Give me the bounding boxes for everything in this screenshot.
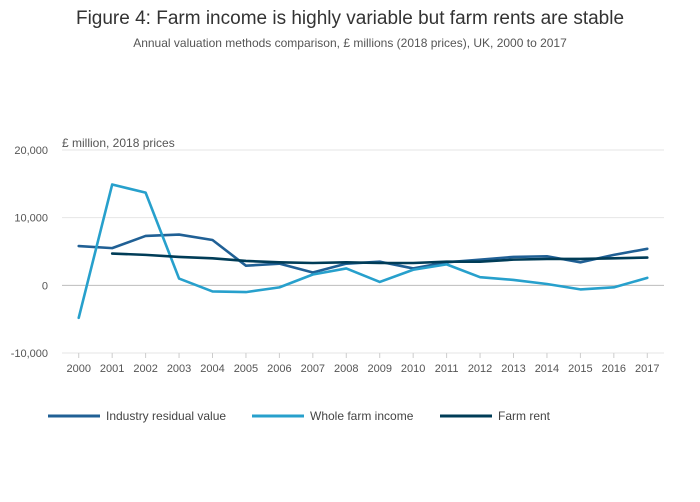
x-tick-label: 2005: [234, 363, 258, 375]
y-tick-label: 0: [42, 280, 48, 292]
legend-label: Farm rent: [498, 409, 551, 423]
x-tick-label: 2002: [133, 363, 157, 375]
x-tick-label: 2012: [468, 363, 492, 375]
series-lines: [77, 183, 649, 320]
y-tick-label: -10,000: [11, 348, 48, 360]
x-tick-label: 2011: [435, 363, 459, 375]
chart-subtitle: Annual valuation methods comparison, £ m…: [133, 36, 567, 50]
x-tick-label: 2010: [401, 363, 425, 375]
x-tick-label: 2003: [167, 363, 191, 375]
x-tick-label: 2000: [66, 363, 90, 375]
x-tick-label: 2013: [501, 363, 525, 375]
x-tick-label: 2008: [334, 363, 358, 375]
x-tick-label: 2001: [100, 363, 124, 375]
x-tick-label: 2007: [301, 363, 325, 375]
x-tick-label: 2004: [200, 363, 224, 375]
x-tick-label: 2016: [602, 363, 626, 375]
gridlines: [62, 149, 664, 354]
legend-label: Industry residual value: [106, 409, 226, 423]
x-axis: 2000 2001 2002 2003 2004 2005 2006 2007 2008 2009…: [66, 353, 660, 375]
chart-title: Figure 4: Farm income is highly variable…: [76, 8, 624, 29]
series-line-whole-farm-income: [77, 183, 649, 320]
x-tick-label: 2015: [568, 363, 592, 375]
x-tick-label: 2017: [635, 363, 659, 375]
y-tick-label: 20,000: [14, 145, 48, 157]
x-tick-label: 2014: [535, 363, 559, 375]
y-axis: -10,000 0 10,000 20,000: [11, 145, 48, 360]
legend-label: Whole farm income: [310, 409, 414, 423]
legend: Industry residual value Whole farm income…: [48, 409, 551, 423]
x-tick-label: 2006: [267, 363, 291, 375]
y-tick-label: 10,000: [14, 213, 48, 225]
series-line-farm-rent: [110, 252, 649, 265]
x-tick-label: 2009: [367, 363, 391, 375]
y-axis-label: £ million, 2018 prices: [62, 136, 175, 150]
